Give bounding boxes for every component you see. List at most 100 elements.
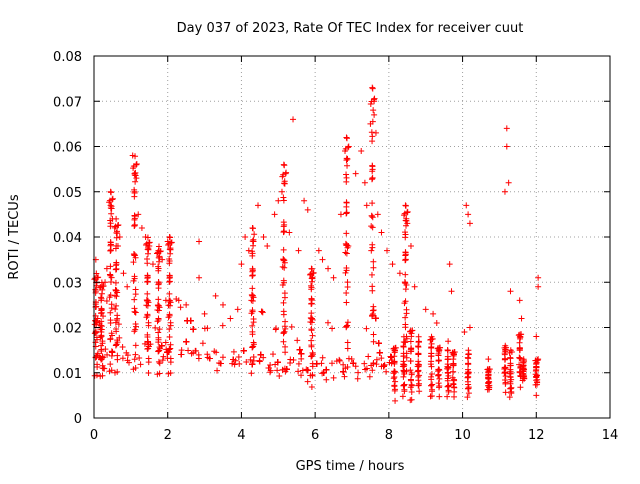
data-point bbox=[485, 368, 492, 375]
data-point bbox=[152, 324, 159, 331]
data-point bbox=[104, 351, 111, 358]
data-point bbox=[211, 348, 218, 355]
data-point bbox=[505, 179, 512, 186]
data-point bbox=[133, 160, 140, 167]
data-point bbox=[107, 361, 114, 368]
data-point bbox=[275, 197, 282, 204]
data-point bbox=[282, 170, 289, 177]
data-point bbox=[206, 355, 213, 362]
data-point bbox=[298, 355, 305, 362]
data-point bbox=[533, 333, 540, 340]
data-point bbox=[162, 339, 169, 346]
data-point bbox=[160, 353, 167, 360]
data-point bbox=[428, 363, 435, 370]
data-point bbox=[166, 346, 173, 353]
data-point bbox=[132, 342, 139, 349]
data-point bbox=[280, 246, 287, 253]
data-point bbox=[402, 229, 409, 236]
data-point bbox=[178, 351, 185, 358]
data-point bbox=[369, 311, 376, 318]
data-point bbox=[295, 360, 302, 367]
data-point bbox=[507, 354, 514, 361]
data-point bbox=[392, 386, 399, 393]
data-point bbox=[298, 350, 305, 357]
data-point bbox=[507, 360, 514, 367]
data-point bbox=[99, 365, 106, 372]
data-point bbox=[415, 377, 422, 384]
data-point bbox=[501, 344, 508, 351]
data-point bbox=[340, 361, 347, 368]
data-point bbox=[144, 279, 151, 286]
data-point bbox=[319, 354, 326, 361]
data-point bbox=[445, 388, 452, 395]
data-point bbox=[533, 366, 540, 373]
data-point bbox=[282, 343, 289, 350]
data-point bbox=[309, 363, 316, 370]
data-point bbox=[242, 234, 249, 240]
data-point bbox=[415, 362, 422, 369]
data-point bbox=[392, 369, 399, 376]
data-point bbox=[428, 344, 435, 351]
data-point bbox=[370, 331, 377, 338]
data-point bbox=[340, 368, 347, 375]
data-point bbox=[320, 369, 327, 376]
data-point bbox=[214, 367, 221, 374]
data-point bbox=[107, 309, 114, 316]
data-point bbox=[93, 319, 100, 326]
data-point bbox=[243, 359, 250, 366]
data-point bbox=[167, 250, 174, 257]
data-point bbox=[444, 353, 451, 360]
data-point bbox=[107, 292, 114, 299]
data-point bbox=[281, 264, 288, 271]
data-point bbox=[451, 388, 458, 395]
data-point bbox=[465, 369, 472, 376]
data-point bbox=[367, 100, 374, 107]
data-point bbox=[124, 283, 131, 290]
data-point bbox=[219, 354, 226, 361]
data-point bbox=[323, 366, 330, 373]
y-axis-label: ROTI / TECUs bbox=[7, 194, 22, 279]
data-point bbox=[344, 279, 351, 286]
data-point bbox=[428, 373, 435, 380]
data-point bbox=[344, 319, 351, 326]
data-point bbox=[115, 221, 122, 228]
data-point bbox=[518, 331, 525, 338]
data-point bbox=[250, 319, 257, 326]
chart-title: Day 037 of 2023, Rate Of TEC Index for r… bbox=[177, 21, 524, 36]
data-point bbox=[235, 354, 242, 361]
data-point bbox=[337, 211, 344, 218]
data-point bbox=[358, 148, 365, 155]
data-point bbox=[97, 373, 104, 380]
data-point bbox=[451, 348, 458, 355]
data-point bbox=[407, 348, 414, 355]
data-point bbox=[345, 243, 352, 250]
data-point bbox=[308, 310, 315, 317]
data-point bbox=[408, 382, 415, 389]
data-point bbox=[336, 356, 343, 363]
data-point bbox=[183, 301, 190, 308]
data-point bbox=[106, 271, 113, 278]
data-point bbox=[404, 208, 411, 215]
data-point bbox=[97, 294, 104, 301]
data-point bbox=[465, 211, 472, 218]
data-point bbox=[392, 344, 399, 351]
data-point bbox=[315, 247, 322, 254]
data-point bbox=[368, 176, 375, 183]
data-point bbox=[401, 279, 408, 286]
data-point bbox=[402, 314, 409, 321]
data-point bbox=[281, 323, 288, 330]
data-point bbox=[343, 289, 350, 296]
data-point bbox=[444, 369, 451, 376]
data-point bbox=[131, 221, 138, 228]
data-point bbox=[400, 350, 407, 357]
data-point bbox=[345, 143, 352, 150]
data-point bbox=[155, 315, 162, 322]
data-point bbox=[227, 315, 234, 322]
data-point bbox=[342, 147, 349, 154]
data-point bbox=[264, 243, 271, 250]
data-point bbox=[106, 368, 113, 375]
data-point bbox=[99, 355, 106, 362]
data-point bbox=[195, 351, 202, 358]
data-point bbox=[435, 380, 442, 387]
data-point bbox=[177, 304, 184, 311]
